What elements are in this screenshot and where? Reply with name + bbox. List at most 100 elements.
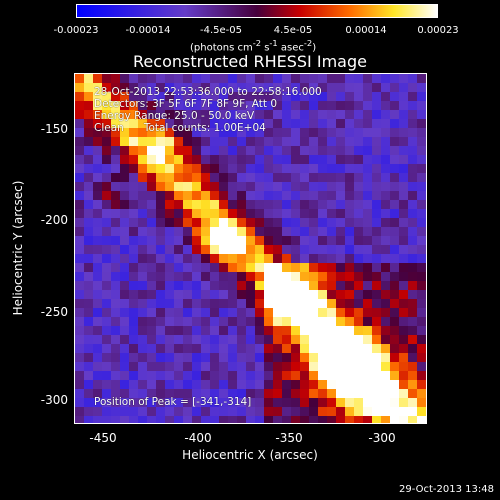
heatmap-cell bbox=[138, 299, 147, 308]
heatmap-cell bbox=[264, 290, 273, 299]
heatmap-cell bbox=[318, 173, 327, 182]
heatmap-cell bbox=[174, 173, 183, 182]
heatmap-cell bbox=[264, 398, 273, 407]
heatmap-cell bbox=[255, 263, 264, 272]
heatmap-cell bbox=[111, 380, 120, 389]
image-heatmap bbox=[75, 74, 426, 423]
heatmap-cell bbox=[219, 110, 228, 119]
heatmap-cell bbox=[84, 317, 93, 326]
heatmap-cell bbox=[75, 74, 84, 83]
heatmap-cell bbox=[309, 416, 318, 423]
heatmap-cell bbox=[372, 299, 381, 308]
heatmap-cell bbox=[111, 326, 120, 335]
heatmap-cell bbox=[282, 227, 291, 236]
heatmap-cell bbox=[75, 155, 84, 164]
heatmap-cell bbox=[75, 83, 84, 92]
heatmap-cell bbox=[255, 398, 264, 407]
heatmap-cell bbox=[417, 416, 426, 423]
heatmap-cell bbox=[192, 191, 201, 200]
heatmap-cell bbox=[363, 182, 372, 191]
heatmap-cell bbox=[399, 83, 408, 92]
heatmap-cell bbox=[264, 299, 273, 308]
heatmap-cell bbox=[129, 146, 138, 155]
heatmap-cell bbox=[291, 416, 300, 423]
heatmap-cell bbox=[309, 371, 318, 380]
heatmap-cell bbox=[192, 74, 201, 83]
heatmap-cell bbox=[174, 308, 183, 317]
heatmap-cell bbox=[363, 299, 372, 308]
heatmap-cell bbox=[147, 272, 156, 281]
heatmap-cell bbox=[264, 146, 273, 155]
heatmap-cell bbox=[408, 137, 417, 146]
heatmap-cell bbox=[282, 362, 291, 371]
heatmap-cell bbox=[93, 209, 102, 218]
heatmap-cell bbox=[399, 308, 408, 317]
heatmap-cell bbox=[408, 119, 417, 128]
heatmap-cell bbox=[111, 128, 120, 137]
heatmap-cell bbox=[165, 218, 174, 227]
heatmap-cell bbox=[138, 191, 147, 200]
heatmap-cell bbox=[246, 164, 255, 173]
heatmap-cell bbox=[273, 326, 282, 335]
heatmap-cell bbox=[345, 272, 354, 281]
heatmap-cell bbox=[345, 326, 354, 335]
heatmap-cell bbox=[354, 101, 363, 110]
x-tick-label: -300 bbox=[368, 431, 396, 445]
heatmap-cell bbox=[120, 362, 129, 371]
heatmap-cell bbox=[327, 218, 336, 227]
heatmap-cell bbox=[399, 110, 408, 119]
heatmap-cell bbox=[264, 407, 273, 416]
heatmap-cell bbox=[84, 74, 93, 83]
heatmap-cell bbox=[165, 137, 174, 146]
heatmap-cell bbox=[291, 110, 300, 119]
heatmap-cell bbox=[417, 182, 426, 191]
heatmap-cell bbox=[327, 128, 336, 137]
heatmap-cell bbox=[210, 371, 219, 380]
heatmap-cell bbox=[102, 362, 111, 371]
heatmap-cell bbox=[219, 326, 228, 335]
heatmap-cell bbox=[237, 281, 246, 290]
heatmap-cell bbox=[75, 290, 84, 299]
heatmap-cell bbox=[246, 272, 255, 281]
heatmap-cell bbox=[165, 290, 174, 299]
heatmap-cell bbox=[138, 146, 147, 155]
heatmap-cell bbox=[255, 344, 264, 353]
heatmap-cell bbox=[399, 137, 408, 146]
heatmap-cell bbox=[255, 209, 264, 218]
heatmap-cell bbox=[120, 200, 129, 209]
heatmap-cell bbox=[273, 227, 282, 236]
heatmap-cell bbox=[264, 119, 273, 128]
heatmap-cell bbox=[93, 389, 102, 398]
heatmap-cell bbox=[102, 227, 111, 236]
heatmap-cell bbox=[363, 371, 372, 380]
heatmap-cell bbox=[237, 83, 246, 92]
heatmap-cell bbox=[228, 191, 237, 200]
heatmap-cell bbox=[111, 308, 120, 317]
info-detectors: Detectors: 3F 5F 6F 7F 8F 9F, Att 0 bbox=[94, 98, 278, 110]
heatmap-cell bbox=[129, 344, 138, 353]
heatmap-cell bbox=[381, 83, 390, 92]
heatmap-cell bbox=[138, 236, 147, 245]
heatmap-cell bbox=[336, 317, 345, 326]
heatmap-cell bbox=[318, 308, 327, 317]
heatmap-cell bbox=[309, 398, 318, 407]
heatmap-cell bbox=[174, 407, 183, 416]
heatmap-cell bbox=[138, 200, 147, 209]
heatmap-cell bbox=[336, 110, 345, 119]
heatmap-cell bbox=[228, 218, 237, 227]
heatmap-cell bbox=[192, 389, 201, 398]
heatmap-cell bbox=[192, 254, 201, 263]
heatmap-cell bbox=[75, 218, 84, 227]
heatmap-cell bbox=[147, 227, 156, 236]
heatmap-cell bbox=[417, 272, 426, 281]
heatmap-cell bbox=[102, 308, 111, 317]
heatmap-cell bbox=[174, 371, 183, 380]
heatmap-cell bbox=[156, 272, 165, 281]
heatmap-cell bbox=[282, 281, 291, 290]
heatmap-cell bbox=[111, 200, 120, 209]
heatmap-cell bbox=[363, 389, 372, 398]
heatmap-cell bbox=[93, 335, 102, 344]
heatmap-cell bbox=[363, 173, 372, 182]
heatmap-cell bbox=[345, 146, 354, 155]
heatmap-cell bbox=[156, 173, 165, 182]
